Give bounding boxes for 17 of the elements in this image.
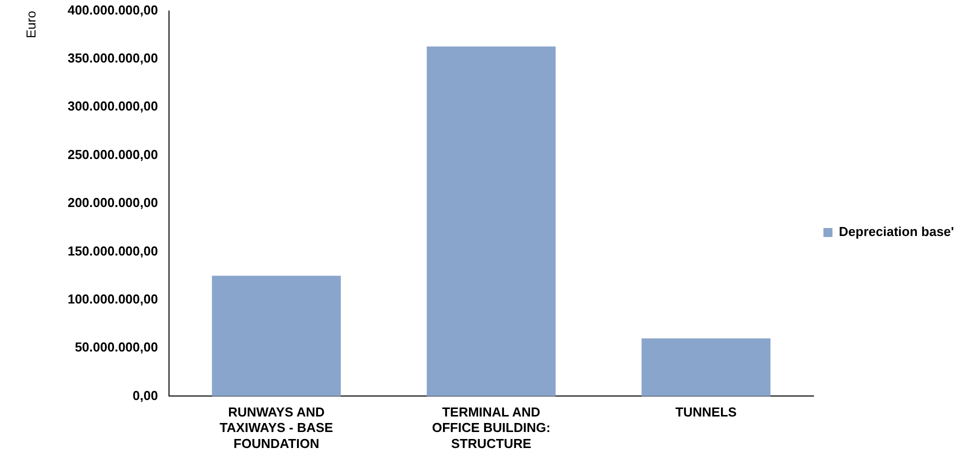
x-tick-label: RUNWAYS AND TAXIWAYS - BASE FOUNDATION [220,404,334,451]
y-tick-label: 0,00 [132,388,158,403]
y-tick-label: 200.000.000,00 [68,195,158,210]
y-tick-label: 250.000.000,00 [68,146,158,162]
y-tick-label: 100.000.000,00 [68,291,158,306]
x-tick-label: TUNNELS [675,404,738,420]
y-tick-label: 300.000.000,00 [68,98,158,114]
y-tick-label: 150.000.000,00 [68,243,158,258]
y-axis-title: Euro [23,10,38,38]
y-tick-label: 400.000.000,00 [68,2,158,18]
legend-label: Depreciation base' [838,224,954,240]
bar [212,276,341,396]
bar [642,338,770,396]
y-tick-label: 350.000.000,00 [68,50,158,66]
x-tick-label: TERMINAL AND OFFICE BUILDING: STRUCTURE [432,404,550,451]
bar [426,46,556,396]
y-tick-label: 50.000.000,00 [74,340,158,355]
